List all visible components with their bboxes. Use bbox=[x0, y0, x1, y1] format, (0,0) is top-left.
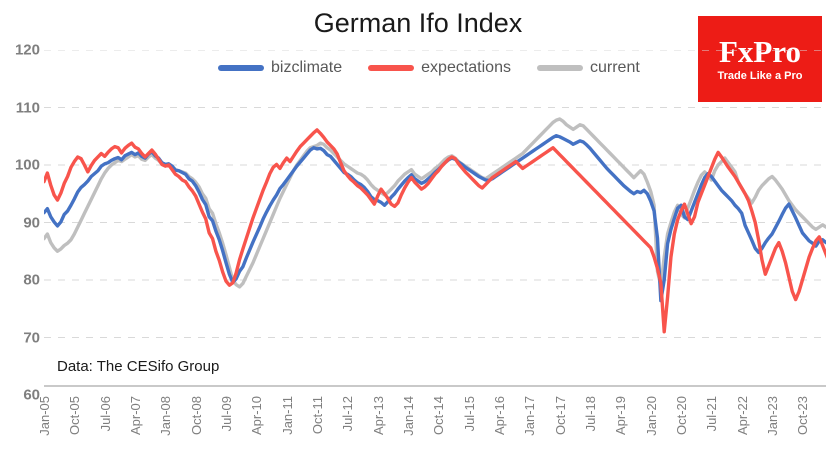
x-axis-tick-label: Jan-11 bbox=[279, 396, 295, 435]
line-swatch-icon bbox=[368, 65, 415, 71]
x-axis-tick-label: Apr-22 bbox=[734, 396, 750, 436]
page-title: German Ifo Index bbox=[313, 8, 523, 38]
x-axis-line bbox=[44, 385, 826, 387]
y-axis-tick-label: 90 bbox=[23, 214, 40, 231]
x-axis-tick-label: Jan-14 bbox=[401, 396, 417, 436]
source-note: Data: The CESifo Group bbox=[57, 358, 220, 375]
x-axis-labels: Jan-05 Oct-05 Jul-06 Apr-07 Jan-08 Oct-08 Jul-… bbox=[37, 392, 826, 470]
logo-tagline: Trade Like a Pro bbox=[717, 69, 803, 82]
line-swatch-icon bbox=[536, 65, 583, 71]
logo-wordmark: FxPro bbox=[718, 33, 802, 69]
legend-item-bizclimate[interactable]: bizclimate bbox=[218, 60, 342, 76]
legend-item-current[interactable]: current bbox=[536, 59, 640, 76]
x-axis-tick-label: Oct-08 bbox=[188, 396, 204, 436]
chart-legend: bizclimate expectations current bbox=[218, 56, 658, 80]
y-axis-tick-label: 110 bbox=[15, 99, 40, 116]
x-axis-tick-label: Jul-06 bbox=[97, 396, 113, 432]
x-axis-tick-label: Oct-05 bbox=[67, 396, 83, 436]
legend-item-expectations[interactable]: expectations bbox=[368, 60, 511, 76]
x-axis-tick-label: Jan-05 bbox=[37, 396, 52, 436]
legend-label: bizclimate bbox=[271, 59, 343, 76]
legend-label: current bbox=[589, 59, 640, 76]
plot-area bbox=[44, 50, 826, 395]
x-axis-tick-label: Apr-13 bbox=[370, 396, 386, 436]
y-axis-tick-label: 100 bbox=[14, 156, 40, 174]
x-axis-tick-label: Oct-17 bbox=[552, 396, 568, 436]
y-axis-labels: 60 70 80 90 100 110 120 bbox=[0, 42, 40, 404]
x-axis-tick-label: Apr-07 bbox=[128, 396, 143, 436]
x-axis-tick-label: Oct-11 bbox=[310, 396, 326, 435]
x-axis-tick-label: Jul-21 bbox=[704, 396, 720, 432]
x-axis-tick-label: Jan-08 bbox=[158, 396, 174, 436]
x-axis-tick-label: Jan-23 bbox=[765, 396, 781, 436]
x-axis-tick-label: Apr-19 bbox=[613, 396, 629, 436]
x-axis-tick-label: Oct-14 bbox=[431, 396, 447, 436]
y-axis-tick-label: 120 bbox=[14, 41, 40, 59]
x-axis-tick-label: Oct-20 bbox=[674, 396, 690, 436]
x-axis-tick-label: Jan-17 bbox=[522, 396, 538, 436]
series-line-current bbox=[44, 117, 826, 289]
x-axis-tick-label: Jul-18 bbox=[583, 396, 599, 432]
x-axis-tick-label: Apr-16 bbox=[492, 396, 508, 436]
series-line-expectations bbox=[44, 128, 826, 334]
x-axis-tick-label: Jan-20 bbox=[643, 396, 659, 436]
y-axis-tick-label: 70 bbox=[23, 329, 40, 346]
x-axis-tick-label: Jul-09 bbox=[219, 396, 235, 432]
line-swatch-icon bbox=[218, 65, 264, 71]
fxpro-logo: FxPro Trade Like a Pro bbox=[698, 16, 822, 102]
x-axis-tick-label: Apr-10 bbox=[249, 396, 265, 436]
x-axis-tick-label: Jul-12 bbox=[340, 396, 356, 432]
series-canvas bbox=[44, 50, 826, 338]
x-axis-tick-label: Jul-15 bbox=[461, 396, 477, 432]
legend-label: expectations bbox=[421, 59, 511, 76]
x-axis-tick-label: Oct-23 bbox=[795, 396, 811, 436]
y-axis-tick-label: 60 bbox=[23, 386, 40, 404]
y-axis-tick-label: 80 bbox=[23, 271, 40, 289]
